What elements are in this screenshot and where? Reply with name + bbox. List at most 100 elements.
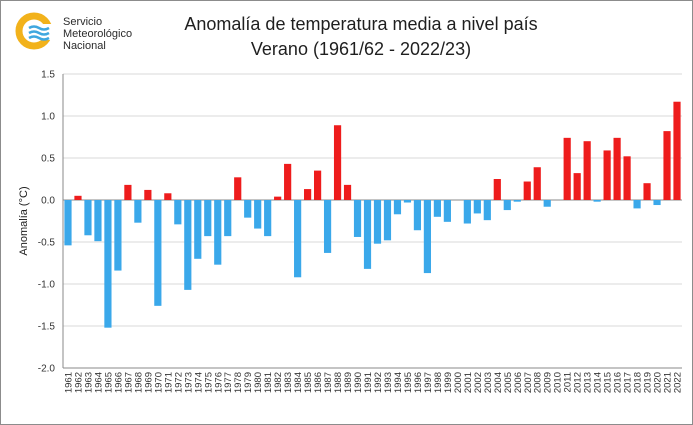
x-tick-label: 1972 <box>173 372 184 393</box>
logo-text: Servicio Meteorológico Nacional <box>63 16 132 52</box>
x-tick-label: 1983 <box>283 372 294 393</box>
x-tick-label: 1997 <box>423 372 434 393</box>
x-tick-label: 2018 <box>633 372 644 393</box>
bar-2015 <box>603 150 611 200</box>
bar-1995 <box>403 200 412 203</box>
bar-1985 <box>304 189 312 200</box>
x-tick-label: 2020 <box>653 372 664 393</box>
bar-1996 <box>413 200 422 231</box>
bar-1973 <box>184 200 192 290</box>
x-tick-label: 1987 <box>323 372 334 393</box>
bar-1970 <box>154 200 162 306</box>
y-tick-label: -1.5 <box>38 322 56 333</box>
x-tick-label: 1968 <box>133 372 144 393</box>
chart-title: Anomalía de temperatura media a nivel pa… <box>184 14 538 34</box>
x-tick-label: 2002 <box>473 372 484 393</box>
bar-1984 <box>294 200 302 278</box>
bar-2006 <box>513 200 521 202</box>
bar-1962 <box>74 195 82 200</box>
x-tick-label: 1984 <box>293 372 304 393</box>
x-tick-label: 1992 <box>373 372 384 393</box>
y-tick-label: 1.5 <box>41 70 55 81</box>
bar-2008 <box>533 167 541 200</box>
bar-1994 <box>393 200 402 215</box>
y-tick-label: 0.5 <box>41 154 55 165</box>
bar-1980 <box>254 200 262 229</box>
x-tick-label: 1986 <box>313 372 324 393</box>
smn-logo-icon <box>15 12 60 50</box>
x-tick-label: 1969 <box>143 372 154 393</box>
x-tick-label: 1978 <box>233 372 244 393</box>
x-tick-label: 1976 <box>213 372 224 393</box>
x-tick-label: 1970 <box>153 372 164 393</box>
x-tick-label: 1964 <box>93 372 104 393</box>
bar-1972 <box>174 200 182 225</box>
x-tick-label: 1973 <box>183 372 194 393</box>
x-tick-label: 1963 <box>83 372 94 393</box>
x-tick-label: 2022 <box>673 372 684 393</box>
bar-2001 <box>463 200 471 224</box>
x-tick-label: 2012 <box>573 372 584 393</box>
bar-1989 <box>343 184 352 200</box>
x-tick-label: 2017 <box>623 372 634 393</box>
x-tick-label: 1982 <box>273 372 284 393</box>
bar-2016 <box>613 137 621 200</box>
x-tick-label: 1975 <box>203 372 214 393</box>
bar-1982 <box>274 196 282 200</box>
x-tick-label: 2000 <box>453 372 464 393</box>
bar-1987 <box>323 200 332 253</box>
x-tick-label: 1993 <box>383 372 394 393</box>
x-tick-label: 1999 <box>443 372 454 393</box>
bar-1964 <box>94 200 102 242</box>
bar-1997 <box>423 200 432 274</box>
x-tick-label: 1981 <box>263 372 274 393</box>
x-tick-label: 1966 <box>113 372 124 393</box>
bar-1969 <box>144 189 152 200</box>
bar-2014 <box>593 200 601 202</box>
x-tick-label: 1977 <box>223 372 234 393</box>
bar-2009 <box>543 200 551 207</box>
bar-1975 <box>204 200 212 237</box>
x-tick-label: 2003 <box>483 372 494 393</box>
bar-2019 <box>643 183 651 200</box>
x-tick-label: 1988 <box>333 372 344 393</box>
x-tick-label: 1980 <box>253 372 264 393</box>
bar-1981 <box>264 200 272 237</box>
x-tick-label: 1994 <box>393 372 404 393</box>
x-tick-label: 1962 <box>73 372 84 393</box>
x-tick-label: 2008 <box>533 372 544 393</box>
chart-subtitle: Verano (1961/62 - 2022/23) <box>250 39 472 59</box>
bar-2012 <box>573 173 581 200</box>
x-tick-label: 1990 <box>353 372 364 393</box>
x-tick-label: 2006 <box>513 372 524 393</box>
x-tick-label: 2015 <box>603 372 614 393</box>
bar-1998 <box>433 200 441 217</box>
bar-1976 <box>214 200 222 265</box>
logo-wave-2 <box>28 30 50 36</box>
x-tick-label: 1995 <box>403 372 414 393</box>
x-tick-label: 2013 <box>583 372 594 393</box>
x-tick-label: 2016 <box>613 372 624 393</box>
bar-1967 <box>124 184 132 200</box>
x-tick-label: 1985 <box>303 372 314 393</box>
y-tick-label: -2.0 <box>38 364 56 375</box>
x-tick-label: 2005 <box>503 372 514 393</box>
bar-1990 <box>353 200 362 237</box>
bar-2018 <box>633 200 641 209</box>
x-tick-label: 1979 <box>243 372 254 393</box>
x-tick-label: 2001 <box>463 372 474 393</box>
bar-1968 <box>134 200 142 223</box>
x-tick-label: 1971 <box>163 372 174 393</box>
bar-1965 <box>104 200 112 328</box>
y-axis-label: Anomalía (°C) <box>18 186 30 255</box>
x-tick-label: 2010 <box>553 372 564 393</box>
x-tick-label: 2004 <box>493 372 504 393</box>
bar-1999 <box>443 200 451 222</box>
bar-1966 <box>114 200 122 271</box>
x-tick-label: 1961 <box>63 372 74 393</box>
logo-wave-3 <box>28 35 50 41</box>
logo-line-1: Servicio <box>63 16 103 28</box>
x-tick-label: 1989 <box>343 372 354 393</box>
